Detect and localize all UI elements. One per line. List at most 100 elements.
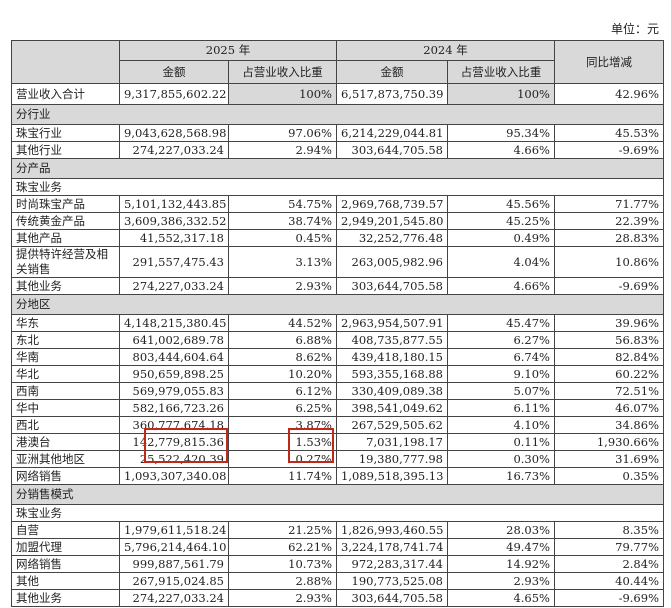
row-label: 时尚珠宝产品 <box>11 195 120 213</box>
yoy-change: 10.86% <box>554 246 664 278</box>
header-row-columns: 金额 占营业收入比重 金额 占营业收入比重 <box>12 60 664 84</box>
amount-2025: 999,887,561.79 <box>119 555 229 573</box>
row-label: 加盟代理 <box>11 538 120 556</box>
amount-2024: 6,517,873,750.39 <box>336 83 448 105</box>
subsection-row: 珠宝业务 <box>11 178 664 196</box>
table-row: 传统黄金产品 3,609,386,332.52 38.74% 2,949,201,54… <box>11 212 664 230</box>
amount-2025: 5,101,132,443.85 <box>119 195 229 213</box>
share-2024: 45.56% <box>447 195 555 213</box>
table-row: 港澳台 142,779,815.36 1.53% 7,031,198.17 0.11% 1… <box>11 433 664 451</box>
share-2024: 95.34% <box>447 124 555 142</box>
yoy-change: 82.84% <box>554 348 664 366</box>
amount-2024: 330,409,089.38 <box>336 382 448 400</box>
highlight-box-shares <box>288 428 334 463</box>
share-2025: 2.93% <box>228 589 337 607</box>
yoy-change: 31.69% <box>554 450 664 468</box>
table-row: 网络销售 1,093,307,340.08 11.74% 1,089,518,395.… <box>11 467 664 485</box>
share-2025: 2.93% <box>228 277 337 295</box>
share-2024: 0.30% <box>447 450 555 468</box>
table-row: 加盟代理 5,796,214,464.10 62.21% 3,224,178,741.… <box>11 538 664 556</box>
header-blank <box>11 40 120 84</box>
amount-2025: 5,796,214,464.10 <box>119 538 229 556</box>
section-label: 珠宝业务 <box>11 178 664 196</box>
amount-2025: 1,979,611,518.24 <box>119 521 229 539</box>
header-share-2025: 占营业收入比重 <box>228 60 337 84</box>
revenue-breakdown-table: 2025 年 2024 年 同比增减 金额 占营业收入比重 金额 占营业收入比重… <box>11 40 664 607</box>
share-2025: 2.88% <box>228 572 337 590</box>
table-row: 时尚珠宝产品 5,101,132,443.85 54.75% 2,969,768,73… <box>11 195 664 213</box>
amount-2025: 3,609,386,332.52 <box>119 212 229 230</box>
row-label: 其他业务 <box>11 589 120 607</box>
amount-2024: 303,644,705.58 <box>336 141 448 159</box>
table-row: 西北 360,777,674.18 3.87% 267,529,505.62 4.10%… <box>11 416 664 434</box>
amount-2025: 274,227,033.24 <box>119 141 229 159</box>
amount-2024: 267,529,505.62 <box>336 416 448 434</box>
table-row: 自营 1,979,611,518.24 21.25% 1,826,993,460.55… <box>11 521 664 539</box>
row-label: 自营 <box>11 521 120 539</box>
amount-2024: 972,283,317.44 <box>336 555 448 573</box>
header-yoy: 同比增减 <box>554 40 664 84</box>
header-amount-2024: 金额 <box>336 60 448 84</box>
amount-2024: 6,214,229,044.81 <box>336 124 448 142</box>
yoy-change: -9.69% <box>554 141 664 159</box>
share-2024: 45.47% <box>447 314 555 332</box>
share-2025: 2.94% <box>228 141 337 159</box>
amount-2024: 32,252,776.48 <box>336 229 448 247</box>
section-label: 分地区 <box>11 294 664 315</box>
row-label: 东北 <box>11 331 120 349</box>
share-2025: 54.75% <box>228 195 337 213</box>
section-row: 分地区 <box>11 294 664 315</box>
share-2024: 6.74% <box>447 348 555 366</box>
share-2025: 1.53% <box>228 433 337 451</box>
table-row: 其他产品 41,552,317.18 0.45% 32,252,776.48 0.49%… <box>11 229 664 247</box>
row-label: 华中 <box>11 399 120 417</box>
share-2024: 14.92% <box>447 555 555 573</box>
table-row: 华北 950,659,898.25 10.20% 593,355,168.88 9.10… <box>11 365 664 383</box>
section-label: 分行业 <box>11 104 664 125</box>
yoy-change: -9.69% <box>554 277 664 295</box>
amount-2025: 582,166,723.26 <box>119 399 229 417</box>
row-label: 亚洲其他地区 <box>11 450 120 468</box>
row-label: 其他 <box>11 572 120 590</box>
section-label: 分产品 <box>11 158 664 179</box>
amount-2025: 803,444,604.64 <box>119 348 229 366</box>
row-label: 西北 <box>11 416 120 434</box>
yoy-change: 2.84% <box>554 555 664 573</box>
yoy-change: 42.96% <box>554 83 664 105</box>
header-share-2024: 占营业收入比重 <box>447 60 555 84</box>
yoy-change: 34.86% <box>554 416 664 434</box>
table-row: 珠宝行业 9,043,628,568.98 97.06% 6,214,229,044.… <box>11 124 664 142</box>
yoy-change: 40.44% <box>554 572 664 590</box>
amount-2024: 1,089,518,395.13 <box>336 467 448 485</box>
amount-2024: 3,224,178,741.74 <box>336 538 448 556</box>
share-2024: 4.66% <box>447 277 555 295</box>
yoy-change: 28.83% <box>554 229 664 247</box>
highlight-box-amounts <box>144 428 228 463</box>
section-row: 分销售模式 <box>11 484 664 505</box>
share-2025: 10.73% <box>228 555 337 573</box>
section-label: 分销售模式 <box>11 484 664 505</box>
share-2024: 100% <box>447 83 555 105</box>
row-label: 华东 <box>11 314 120 332</box>
header-amount-2025: 金额 <box>119 60 229 84</box>
table-row: 其他行业 274,227,033.24 2.94% 303,644,705.58 4.6… <box>11 141 664 159</box>
row-label: 西南 <box>11 382 120 400</box>
row-label: 网络销售 <box>11 555 120 573</box>
share-2024: 0.11% <box>447 433 555 451</box>
yoy-change: 22.39% <box>554 212 664 230</box>
table-row: 华中 582,166,723.26 6.25% 398,541,049.62 6.11%… <box>11 399 664 417</box>
table-row: 网络销售 999,887,561.79 10.73% 972,283,317.44 14… <box>11 555 664 573</box>
share-2025: 6.12% <box>228 382 337 400</box>
section-label: 珠宝业务 <box>11 504 664 522</box>
header-2024: 2024 年 <box>336 40 555 61</box>
yoy-change: 0.35% <box>554 467 664 485</box>
row-label: 其他产品 <box>11 229 120 247</box>
amount-2025: 9,317,855,602.22 <box>119 83 229 105</box>
amount-2024: 303,644,705.58 <box>336 277 448 295</box>
amount-2024: 263,005,982.96 <box>336 246 448 278</box>
share-2024: 4.65% <box>447 589 555 607</box>
table-row: 华南 803,444,604.64 8.62% 439,418,180.15 6.74%… <box>11 348 664 366</box>
table-row: 其他 267,915,024.85 2.88% 190,773,525.08 2.93%… <box>11 572 664 590</box>
table-row: 华东 4,148,215,380.45 44.52% 2,963,954,507.91… <box>11 314 664 332</box>
yoy-change: 1,930.66% <box>554 433 664 451</box>
